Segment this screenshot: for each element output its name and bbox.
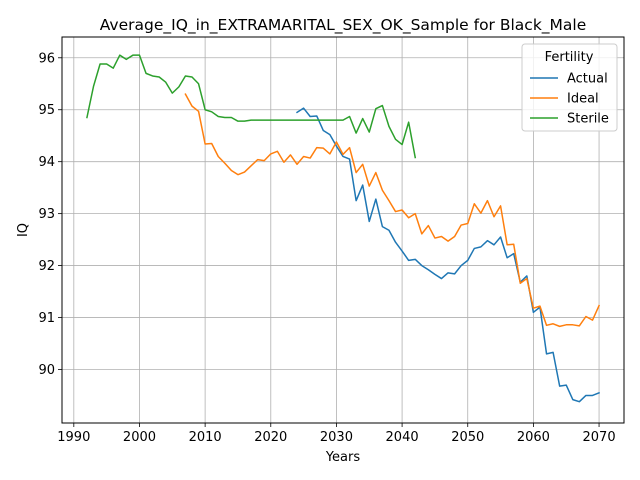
x-tick-label: 2050 xyxy=(451,430,484,445)
x-tick-label: 2060 xyxy=(517,430,550,445)
y-axis-ticks: 90 91 92 93 94 95 96 xyxy=(38,51,62,378)
plot-frame xyxy=(61,36,625,424)
x-tick-label: 2010 xyxy=(189,430,222,445)
legend-label-sterile: Sterile xyxy=(567,112,609,127)
chart-title: Average_IQ_in_EXTRAMARITAL_SEX_OK_Sample… xyxy=(100,16,587,35)
y-tick-label: 92 xyxy=(38,259,55,274)
legend-entries: Actual Ideal Sterile xyxy=(530,72,609,127)
legend-title: Fertility xyxy=(545,50,594,65)
y-tick-label: 96 xyxy=(38,51,55,66)
legend-label-ideal: Ideal xyxy=(567,92,599,107)
y-tick-label: 93 xyxy=(38,207,55,222)
x-tick-label: 2020 xyxy=(254,430,287,445)
series-line-actual xyxy=(296,107,601,403)
x-tick-label: 2070 xyxy=(583,430,616,445)
x-tick-label: 2000 xyxy=(123,430,156,445)
x-tick-label: 1990 xyxy=(57,430,90,445)
x-tick-label: 2030 xyxy=(320,430,353,445)
legend-box xyxy=(521,43,618,132)
legend: Fertility Actual Ideal Sterile xyxy=(521,43,618,132)
legend-label-actual: Actual xyxy=(567,72,608,87)
y-tick-label: 91 xyxy=(38,311,55,326)
y-tick-label: 94 xyxy=(38,155,55,170)
grid-lines xyxy=(62,37,624,423)
x-axis-label: Years xyxy=(325,450,361,465)
x-tick-label: 2040 xyxy=(386,430,419,445)
y-axis-label: IQ xyxy=(16,223,31,237)
y-tick-label: 90 xyxy=(38,363,55,378)
y-tick-label: 95 xyxy=(38,103,55,118)
series-layer xyxy=(86,54,601,403)
series-line-ideal xyxy=(184,93,601,328)
x-axis-ticks: 1990 2000 2010 2020 2030 2040 2050 2060 2070 xyxy=(57,423,616,445)
series-line-sterile xyxy=(86,54,417,159)
